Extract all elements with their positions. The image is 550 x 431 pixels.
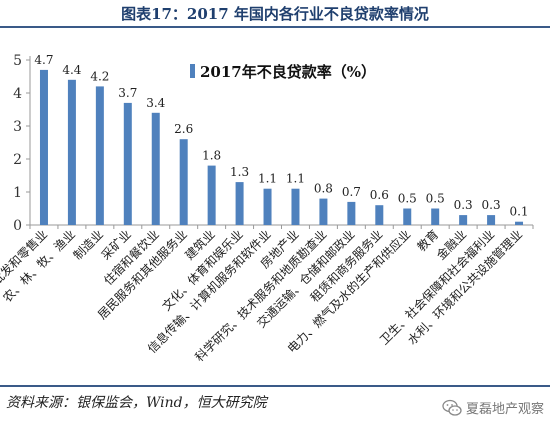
data-label: 1.1 <box>258 172 277 186</box>
bar <box>375 205 384 225</box>
data-label: 2.6 <box>174 122 193 136</box>
data-label: 0.5 <box>398 192 417 206</box>
data-label: 0.3 <box>454 198 473 212</box>
bar <box>123 102 132 225</box>
bar <box>319 198 328 225</box>
data-label: 0.3 <box>482 198 501 212</box>
data-label: 1.3 <box>230 165 249 179</box>
bar <box>459 215 468 225</box>
wechat-icon <box>442 399 462 416</box>
bar <box>515 221 524 225</box>
y-tick-label: 2 <box>13 152 22 168</box>
data-label: 4.4 <box>62 63 81 77</box>
legend-swatch <box>190 64 195 78</box>
source-note: 资料来源：银保监会，Wind，恒大研究院 <box>6 395 267 411</box>
bar <box>67 79 76 225</box>
data-label: 0.5 <box>426 192 445 206</box>
bar <box>95 86 104 226</box>
bar <box>291 188 300 225</box>
bar <box>235 182 244 225</box>
data-label: 1.8 <box>202 149 221 163</box>
data-label: 1.1 <box>286 172 305 186</box>
category-label: 制造业 <box>71 227 106 262</box>
legend-label: 2017年不良贷款率（%） <box>200 63 376 81</box>
bar <box>431 208 440 225</box>
bar <box>263 188 272 225</box>
brand-watermark: 夏磊地产观察 <box>442 398 544 417</box>
bar <box>487 215 496 225</box>
bar <box>179 139 188 225</box>
bar <box>403 208 412 225</box>
title-bar: 图表17：2017 年国内各行业不良贷款率情况 <box>0 0 550 28</box>
y-tick-label: 3 <box>13 119 22 135</box>
bar <box>39 69 48 226</box>
bar <box>347 201 356 225</box>
y-tick-label: 4 <box>13 86 22 102</box>
footer-divider <box>0 385 550 387</box>
data-label: 4.2 <box>90 69 109 83</box>
chart-title: 图表17：2017 年国内各行业不良贷款率情况 <box>121 5 429 23</box>
y-tick-label: 0 <box>13 218 22 234</box>
data-label: 0.6 <box>370 188 389 202</box>
data-label: 0.7 <box>342 185 361 199</box>
data-label: 4.7 <box>34 53 53 67</box>
y-tick-label: 1 <box>13 185 22 201</box>
data-label: 3.7 <box>118 86 137 100</box>
brand-name: 夏磊地产观察 <box>465 402 544 417</box>
data-label: 0.1 <box>509 205 528 219</box>
bar <box>207 165 216 225</box>
data-label: 0.8 <box>314 182 333 196</box>
data-label: 3.4 <box>146 96 165 110</box>
y-tick-label: 5 <box>13 53 22 69</box>
bar <box>151 112 160 225</box>
